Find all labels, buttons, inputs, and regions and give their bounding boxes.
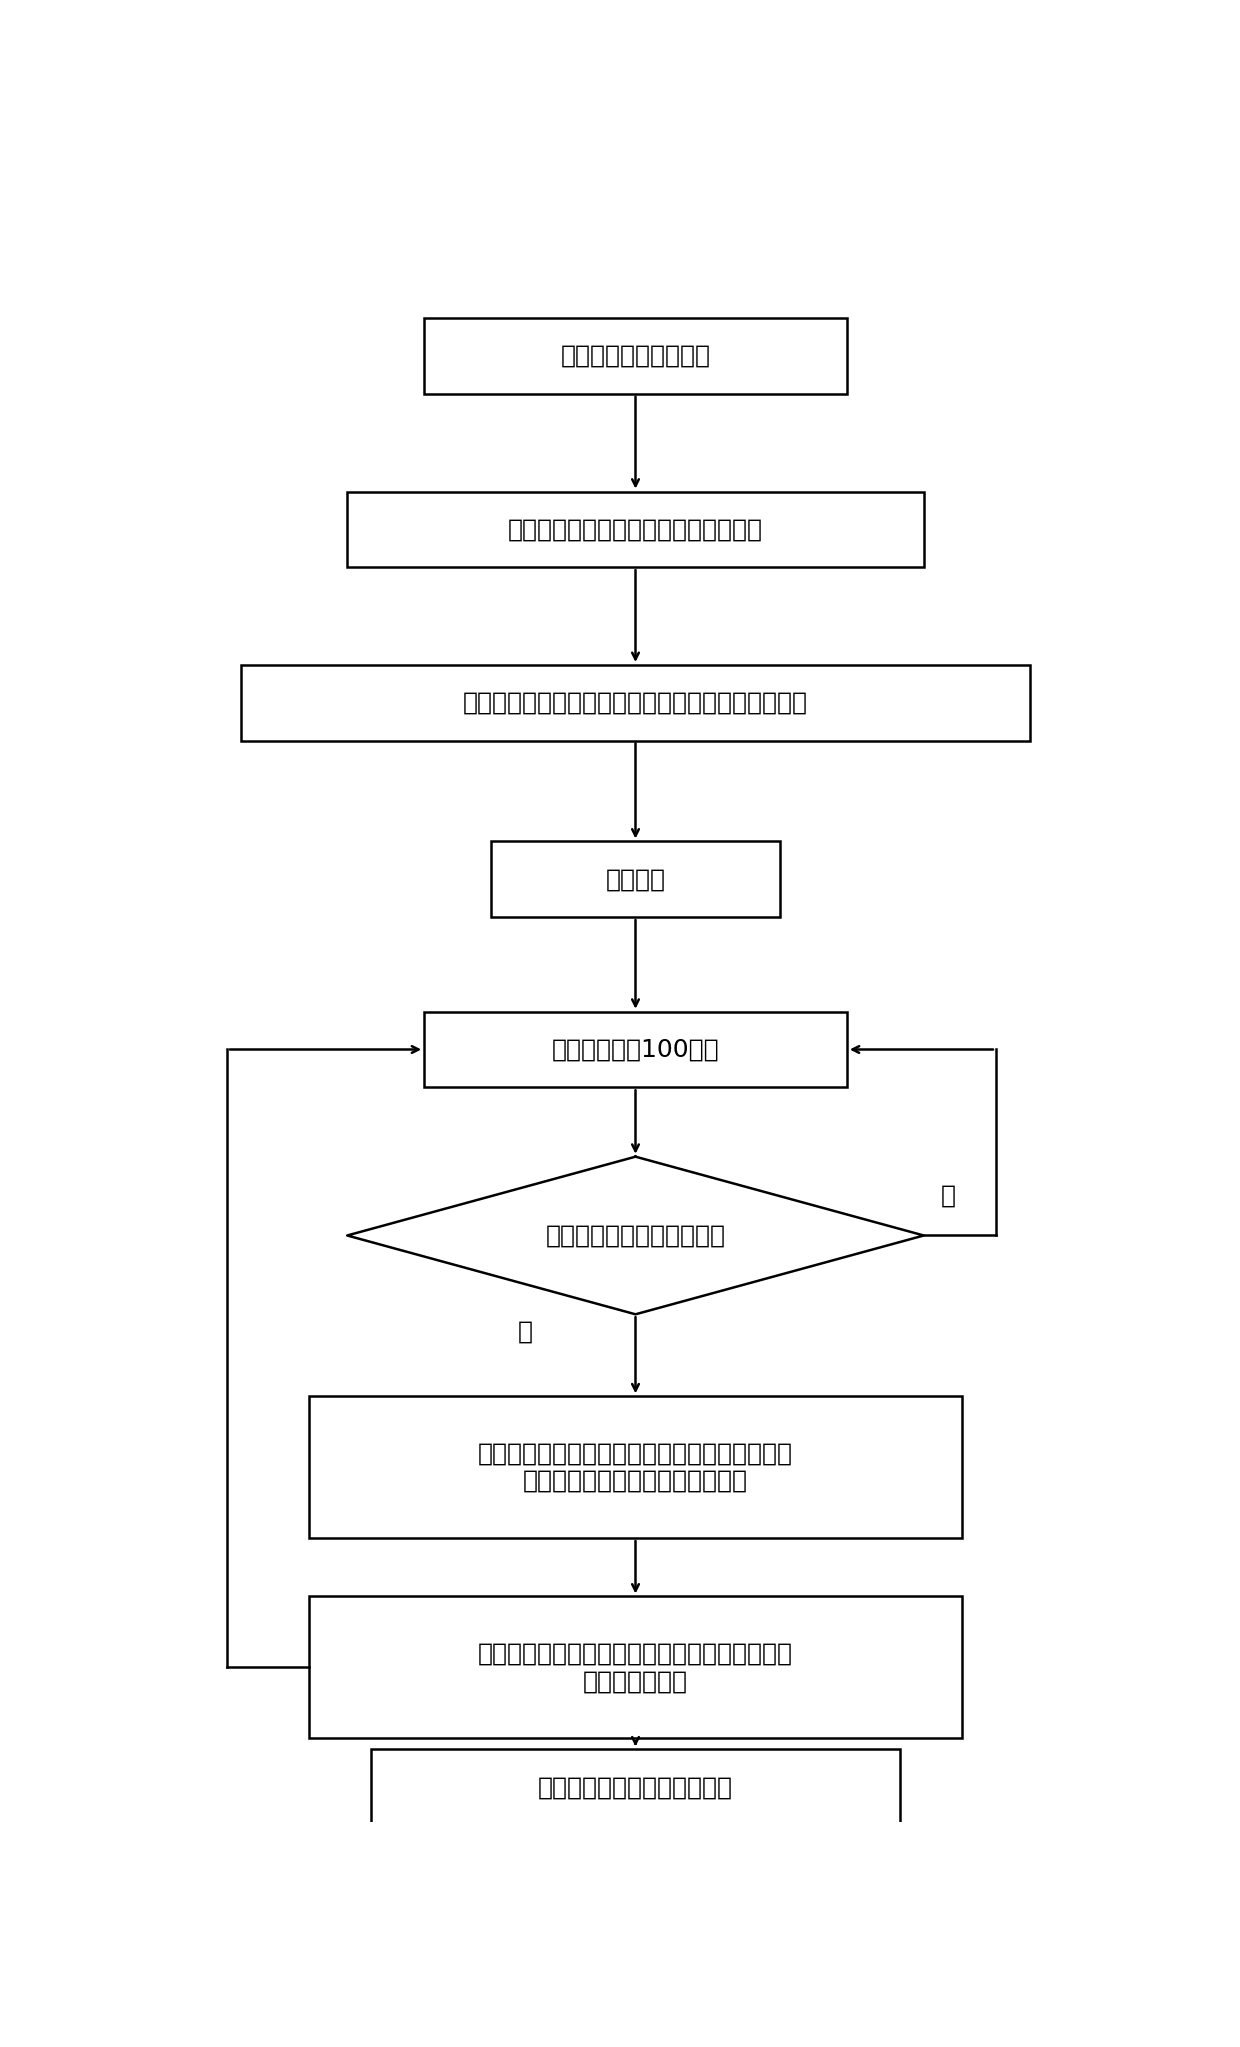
Text: 对模型中所有拉伸破坏单元赋予由裂隙发育导致
的残余杨氏模量: 对模型中所有拉伸破坏单元赋予由裂隙发育导致 的残余杨氏模量: [477, 1642, 794, 1693]
Text: 模型开挖: 模型开挖: [605, 868, 666, 890]
Text: 建立矿井三维数值模型: 建立矿井三维数值模型: [560, 344, 711, 368]
Bar: [371, 1750, 900, 1826]
Bar: [491, 841, 780, 917]
Text: 遍历检测模型中全部岩体单元的破坏状态，识别
并标记破坏状态为拉伸破坏的单元: 遍历检测模型中全部岩体单元的破坏状态，识别 并标记破坏状态为拉伸破坏的单元: [477, 1441, 794, 1492]
Text: 是: 是: [940, 1183, 955, 1208]
Polygon shape: [347, 1157, 924, 1314]
Text: 否: 否: [517, 1320, 532, 1343]
Bar: [424, 317, 847, 393]
Bar: [424, 1011, 847, 1087]
Text: 设置矿井三维数值模型边界条件，模拟初始地应力场: 设置矿井三维数值模型边界条件，模拟初始地应力场: [463, 690, 808, 714]
Bar: [309, 1597, 962, 1738]
Text: 检测模型是否达到平衡状态: 检测模型是否达到平衡状态: [546, 1224, 725, 1247]
Text: 提取监测数据并分析模拟结果: 提取监测数据并分析模拟结果: [538, 1775, 733, 1799]
Text: 执行迭代计算100时步: 执行迭代计算100时步: [552, 1038, 719, 1062]
Bar: [347, 491, 924, 567]
Bar: [309, 1396, 962, 1537]
Bar: [242, 665, 1029, 741]
Text: 设置岩体本构模型并赋予相应力学参数: 设置岩体本构模型并赋予相应力学参数: [508, 518, 763, 540]
